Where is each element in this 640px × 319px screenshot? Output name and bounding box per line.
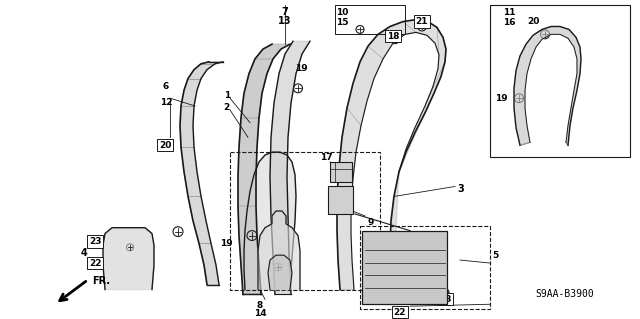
Text: 19: 19: [495, 94, 508, 103]
Text: 22: 22: [89, 258, 101, 268]
Text: FR.: FR.: [92, 276, 110, 286]
Text: 15: 15: [336, 18, 349, 27]
Text: 1: 1: [224, 91, 230, 100]
Text: 21: 21: [416, 17, 428, 26]
Text: 20: 20: [159, 141, 171, 150]
Text: 10: 10: [336, 8, 348, 17]
Text: 12: 12: [160, 98, 172, 107]
Polygon shape: [270, 41, 310, 294]
Polygon shape: [514, 26, 581, 145]
Text: S9AA-B3900: S9AA-B3900: [536, 289, 595, 300]
Text: 11: 11: [503, 8, 515, 17]
Text: 5: 5: [492, 251, 499, 260]
Text: 19: 19: [295, 64, 308, 73]
Text: 3: 3: [457, 184, 464, 194]
Bar: [330, 162, 352, 182]
Polygon shape: [103, 228, 154, 290]
Text: 14: 14: [253, 309, 266, 318]
Text: 23: 23: [89, 237, 101, 246]
Text: 8: 8: [257, 301, 263, 310]
Text: 6: 6: [163, 82, 169, 91]
Bar: [328, 187, 353, 214]
Bar: [230, 152, 380, 290]
Bar: [335, 5, 405, 34]
Polygon shape: [238, 44, 290, 294]
Bar: [362, 231, 447, 304]
Text: 7: 7: [282, 7, 289, 17]
Polygon shape: [244, 152, 296, 290]
Polygon shape: [337, 20, 446, 290]
Text: 18: 18: [387, 32, 399, 41]
Bar: [490, 5, 630, 157]
Text: 22: 22: [394, 308, 406, 316]
Text: 4: 4: [80, 248, 87, 258]
Text: 13: 13: [278, 16, 292, 26]
Text: 9: 9: [367, 218, 373, 227]
Text: 17: 17: [321, 152, 333, 161]
Polygon shape: [268, 255, 292, 290]
Polygon shape: [258, 211, 300, 290]
Text: 20: 20: [527, 17, 540, 26]
Bar: [360, 226, 490, 309]
Text: 23: 23: [439, 295, 451, 304]
Text: 16: 16: [503, 18, 515, 27]
Text: 19: 19: [220, 239, 233, 248]
Text: 2: 2: [224, 103, 230, 113]
Polygon shape: [180, 62, 223, 285]
